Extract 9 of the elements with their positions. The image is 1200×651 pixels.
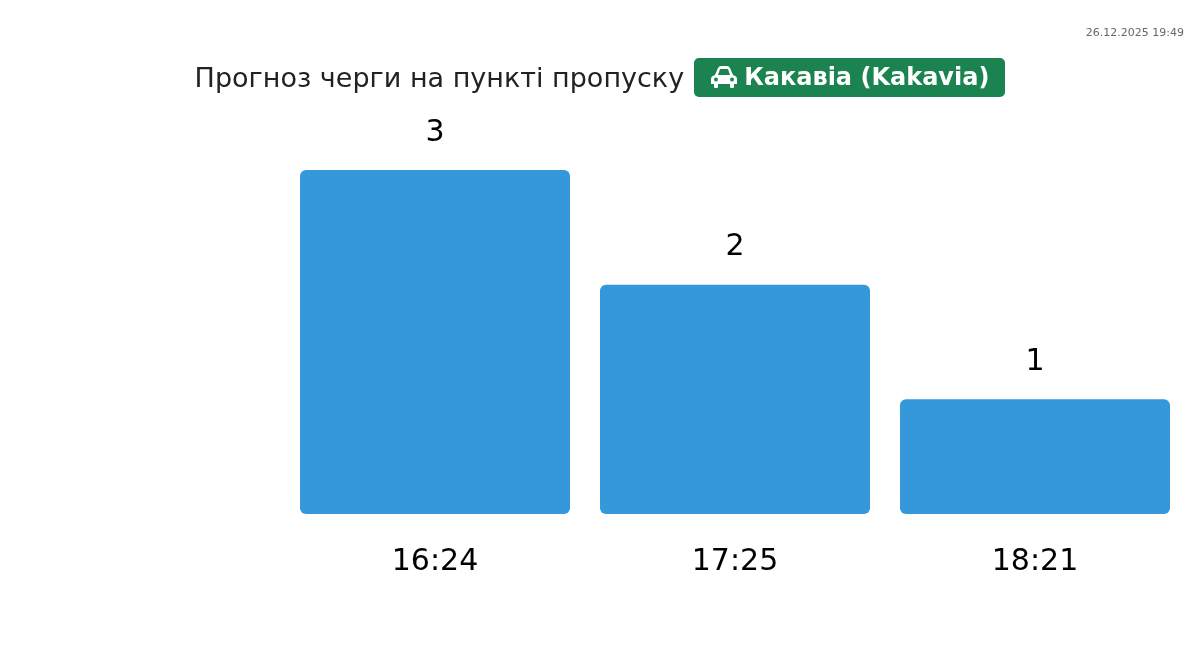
x-tick-label: 17:25 — [691, 541, 779, 577]
text: 26.12.2025 19:49 — [1085, 26, 1184, 39]
x-tick-label: 18:21 — [991, 541, 1079, 577]
chart-subtitle: Какавіа (Kakavia) — [744, 63, 990, 91]
chart-title: Прогноз черги на пункті пропуску — [194, 62, 685, 93]
data-label: 2 — [725, 227, 745, 263]
data-label: 3 — [425, 112, 445, 148]
x-tick-label: 16:24 — [391, 541, 479, 577]
data-label: 1 — [1025, 342, 1045, 378]
